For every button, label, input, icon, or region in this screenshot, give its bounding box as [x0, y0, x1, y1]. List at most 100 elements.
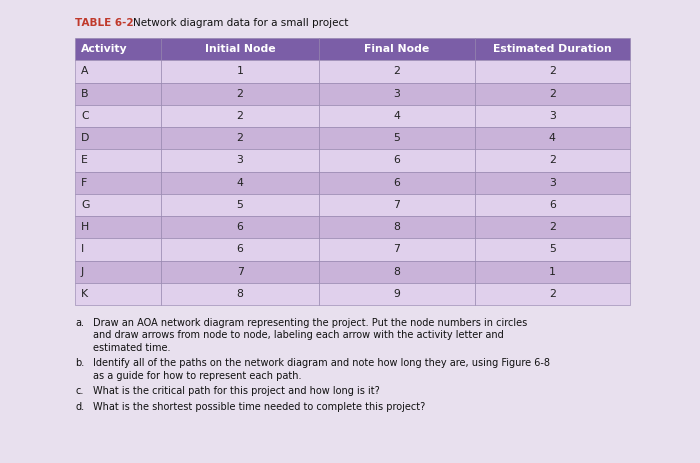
- Text: 4: 4: [393, 111, 400, 121]
- Text: Draw an AOA network diagram representing the project. Put the node numbers in ci: Draw an AOA network diagram representing…: [93, 318, 527, 328]
- Text: C: C: [81, 111, 89, 121]
- Text: 3: 3: [549, 178, 556, 188]
- Bar: [319, 105, 475, 127]
- Text: 8: 8: [237, 289, 244, 299]
- Bar: [161, 171, 319, 194]
- Text: c.: c.: [75, 387, 83, 396]
- Text: 3: 3: [549, 111, 556, 121]
- Bar: [475, 127, 630, 149]
- Text: 6: 6: [549, 200, 556, 210]
- Bar: [75, 194, 161, 216]
- Bar: [319, 216, 475, 238]
- Text: TABLE 6-2: TABLE 6-2: [75, 18, 134, 28]
- Text: 2: 2: [549, 88, 556, 99]
- Bar: [475, 261, 630, 283]
- Text: b.: b.: [75, 358, 84, 369]
- Bar: [75, 216, 161, 238]
- Bar: [75, 171, 161, 194]
- Text: 7: 7: [393, 200, 400, 210]
- Bar: [161, 60, 319, 82]
- Bar: [75, 105, 161, 127]
- Bar: [475, 82, 630, 105]
- Bar: [475, 216, 630, 238]
- Text: 6: 6: [237, 244, 244, 254]
- Text: E: E: [81, 156, 88, 165]
- Text: F: F: [81, 178, 88, 188]
- Text: a.: a.: [75, 318, 84, 328]
- Bar: [75, 261, 161, 283]
- Bar: [75, 127, 161, 149]
- Bar: [319, 283, 475, 305]
- Text: 2: 2: [549, 222, 556, 232]
- Text: I: I: [81, 244, 84, 254]
- Bar: [319, 149, 475, 171]
- Text: 1: 1: [549, 267, 556, 276]
- Bar: [319, 261, 475, 283]
- Bar: [475, 194, 630, 216]
- Text: 9: 9: [393, 289, 400, 299]
- Text: Final Node: Final Node: [364, 44, 430, 54]
- Text: 5: 5: [393, 133, 400, 143]
- Bar: [161, 216, 319, 238]
- Text: 2: 2: [549, 289, 556, 299]
- Text: K: K: [81, 289, 88, 299]
- Text: 6: 6: [237, 222, 244, 232]
- Bar: [475, 171, 630, 194]
- Text: 8: 8: [393, 222, 400, 232]
- Text: 2: 2: [237, 88, 244, 99]
- Bar: [475, 105, 630, 127]
- Bar: [75, 149, 161, 171]
- Bar: [161, 149, 319, 171]
- Text: Identify all of the paths on the network diagram and note how long they are, usi: Identify all of the paths on the network…: [93, 358, 550, 369]
- Text: B: B: [81, 88, 88, 99]
- Bar: [475, 149, 630, 171]
- Text: 1: 1: [237, 66, 244, 76]
- Text: 6: 6: [393, 178, 400, 188]
- Text: 7: 7: [393, 244, 400, 254]
- Bar: [319, 171, 475, 194]
- Text: 3: 3: [393, 88, 400, 99]
- Text: 2: 2: [237, 133, 244, 143]
- Text: 3: 3: [237, 156, 244, 165]
- Bar: [319, 38, 475, 60]
- Bar: [75, 82, 161, 105]
- Text: 6: 6: [393, 156, 400, 165]
- Text: 7: 7: [237, 267, 244, 276]
- Bar: [319, 238, 475, 261]
- Text: What is the shortest possible time needed to complete this project?: What is the shortest possible time neede…: [93, 402, 426, 412]
- Bar: [161, 127, 319, 149]
- Bar: [319, 82, 475, 105]
- Text: Estimated Duration: Estimated Duration: [493, 44, 612, 54]
- Text: G: G: [81, 200, 90, 210]
- Bar: [75, 238, 161, 261]
- Bar: [161, 38, 319, 60]
- Text: H: H: [81, 222, 90, 232]
- Bar: [319, 127, 475, 149]
- Text: Initial Node: Initial Node: [205, 44, 275, 54]
- Bar: [475, 60, 630, 82]
- Text: D: D: [81, 133, 90, 143]
- Text: J: J: [81, 267, 84, 276]
- Bar: [161, 194, 319, 216]
- Text: 5: 5: [549, 244, 556, 254]
- Text: 2: 2: [549, 66, 556, 76]
- Bar: [161, 105, 319, 127]
- Text: and draw arrows from node to node, labeling each arrow with the activity letter : and draw arrows from node to node, label…: [93, 331, 504, 340]
- Text: A: A: [81, 66, 88, 76]
- Bar: [75, 283, 161, 305]
- Text: What is the critical path for this project and how long is it?: What is the critical path for this proje…: [93, 387, 379, 396]
- Text: d.: d.: [75, 402, 84, 412]
- Bar: [75, 60, 161, 82]
- Text: 8: 8: [393, 267, 400, 276]
- Text: as a guide for how to represent each path.: as a guide for how to represent each pat…: [93, 371, 302, 381]
- Text: Activity: Activity: [81, 44, 127, 54]
- Text: 2: 2: [237, 111, 244, 121]
- Bar: [475, 283, 630, 305]
- Bar: [161, 283, 319, 305]
- Text: 4: 4: [549, 133, 556, 143]
- Text: 5: 5: [237, 200, 244, 210]
- Bar: [161, 261, 319, 283]
- Bar: [475, 238, 630, 261]
- Bar: [319, 194, 475, 216]
- Text: estimated time.: estimated time.: [93, 343, 171, 353]
